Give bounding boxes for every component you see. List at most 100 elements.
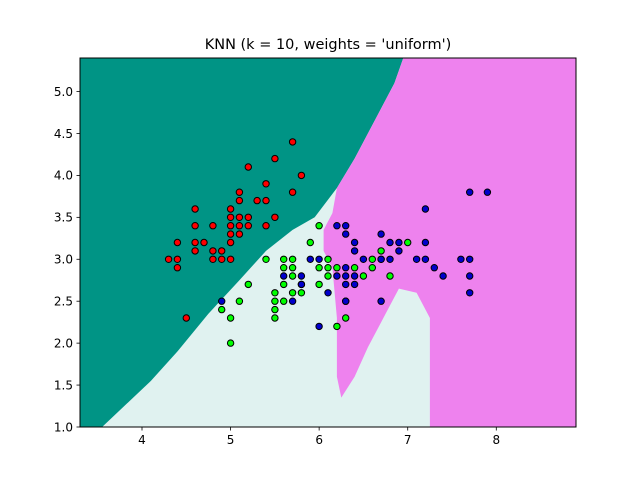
region-class-2 <box>323 58 576 427</box>
y-tick-label: 4.5 <box>54 127 73 141</box>
region-class-0 <box>80 58 404 427</box>
data-point-class-1 <box>235 297 244 305</box>
x-tick-label: 7 <box>404 433 412 447</box>
data-point-class-0 <box>235 188 244 196</box>
data-point-class-1 <box>262 255 270 263</box>
data-point-class-1 <box>218 305 226 314</box>
data-point-class-2 <box>315 255 323 263</box>
plot-frame <box>79 57 577 428</box>
data-point-class-0 <box>191 247 199 255</box>
data-point-class-0 <box>226 255 235 263</box>
data-point-class-2 <box>297 272 306 280</box>
data-point-class-1 <box>271 289 279 297</box>
data-point-class-1 <box>377 247 385 255</box>
data-point-class-0 <box>288 138 297 146</box>
data-point-class-0 <box>235 222 244 230</box>
y-tick-label: 3.5 <box>54 211 73 225</box>
data-point-class-0 <box>173 255 182 263</box>
data-point-class-2 <box>377 297 385 305</box>
y-tick-label: 1.0 <box>54 420 73 434</box>
y-tick-label: 2.5 <box>54 295 73 309</box>
data-point-class-0 <box>244 222 253 230</box>
data-point-class-1 <box>226 314 235 322</box>
data-point-class-1 <box>386 272 394 280</box>
data-point-class-0 <box>226 222 235 230</box>
data-point-class-1 <box>333 264 341 272</box>
data-point-class-0 <box>297 171 306 180</box>
data-point-class-0 <box>182 314 191 322</box>
data-point-class-1 <box>350 264 359 272</box>
data-point-class-1 <box>280 264 288 272</box>
data-point-class-1 <box>359 272 368 280</box>
data-point-class-0 <box>235 230 244 238</box>
data-point-class-0 <box>226 205 235 213</box>
data-point-class-2 <box>342 272 350 280</box>
data-point-class-1 <box>315 222 323 230</box>
data-point-class-2 <box>342 264 350 272</box>
data-point-class-2 <box>350 280 359 289</box>
data-point-class-2 <box>333 272 341 280</box>
data-point-class-0 <box>244 213 253 222</box>
data-point-class-2 <box>466 272 474 280</box>
data-point-class-2 <box>421 255 430 263</box>
data-point-class-1 <box>271 297 279 305</box>
data-point-class-2 <box>306 255 314 263</box>
data-point-class-2 <box>342 297 350 305</box>
data-point-class-0 <box>288 188 297 196</box>
data-point-class-1 <box>324 272 332 280</box>
x-tick-label: 8 <box>492 433 500 447</box>
data-point-class-2 <box>288 297 297 305</box>
data-point-class-0 <box>262 196 270 205</box>
data-point-class-1 <box>288 264 297 272</box>
data-point-class-2 <box>421 238 430 247</box>
data-point-class-0 <box>271 213 279 222</box>
data-point-class-1 <box>324 264 332 272</box>
data-point-class-0 <box>235 196 244 205</box>
y-tick-label: 3.0 <box>54 253 73 267</box>
data-point-class-2 <box>395 238 403 247</box>
data-point-class-1 <box>271 314 279 322</box>
data-point-class-2 <box>359 255 368 263</box>
y-axis: 1.0 1.5 2.0 2.5 3.0 3.5 4.0 4.5 5.0 <box>54 85 80 434</box>
data-point-class-2 <box>350 238 359 247</box>
data-point-class-1 <box>280 280 288 289</box>
data-point-class-2 <box>342 222 350 230</box>
data-point-class-1 <box>271 305 279 314</box>
data-point-class-0 <box>226 213 235 222</box>
data-point-class-2 <box>350 272 359 280</box>
data-point-class-1 <box>368 264 376 272</box>
y-tick-label: 1.5 <box>54 378 73 392</box>
data-point-class-0 <box>209 247 217 255</box>
data-point-class-2 <box>386 238 394 247</box>
data-point-class-0 <box>209 222 217 230</box>
data-point-class-0 <box>226 238 235 247</box>
data-point-class-0 <box>235 213 244 222</box>
data-point-class-2 <box>439 272 447 280</box>
data-point-class-1 <box>342 314 350 322</box>
data-point-class-2 <box>324 289 332 297</box>
data-point-class-1 <box>226 339 235 347</box>
data-point-class-1 <box>288 272 297 280</box>
data-point-class-0 <box>262 222 270 230</box>
data-point-class-0 <box>191 222 199 230</box>
data-point-class-1 <box>315 280 323 289</box>
x-tick-label: 5 <box>227 433 235 447</box>
y-tick-label: 5.0 <box>54 85 73 99</box>
data-point-class-2 <box>377 255 385 263</box>
data-point-class-1 <box>368 255 376 263</box>
data-point-class-0 <box>262 180 270 188</box>
data-point-class-2 <box>280 272 288 280</box>
data-point-class-0 <box>271 154 279 163</box>
data-point-class-2 <box>315 322 323 331</box>
y-tick-label: 4.0 <box>54 169 73 183</box>
data-point-class-2 <box>483 188 492 196</box>
data-point-class-2 <box>466 289 474 297</box>
data-point-class-0 <box>226 230 235 238</box>
data-point-class-0 <box>244 163 253 171</box>
data-point-class-1 <box>244 280 253 289</box>
data-point-class-1 <box>288 255 297 263</box>
data-point-class-0 <box>253 196 261 205</box>
plot-area <box>79 57 577 428</box>
data-point-class-0 <box>218 247 226 255</box>
